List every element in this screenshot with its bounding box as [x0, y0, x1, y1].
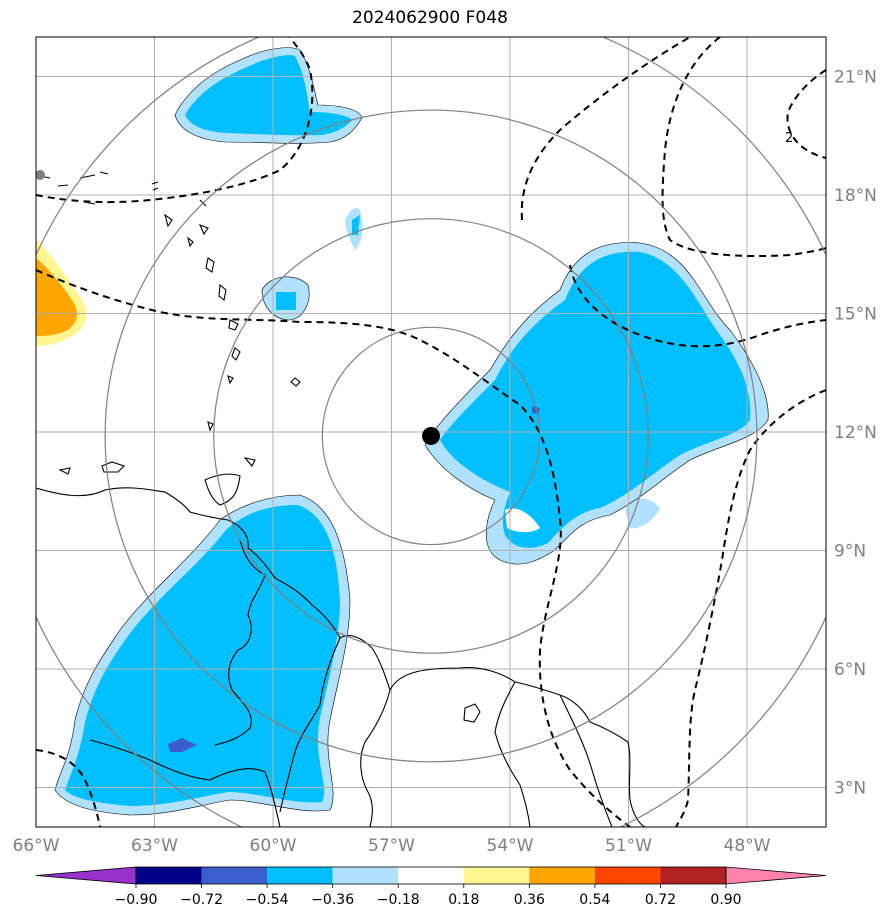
- colorbar-bin-9: [660, 867, 726, 884]
- coast-island-2: [231, 347, 241, 361]
- dashed-sw: [36, 749, 101, 827]
- coast-south-america: [36, 487, 646, 827]
- lat-tick-label-6: 3°N: [834, 779, 866, 799]
- dashed-east-a: [661, 37, 826, 258]
- coast-island-10: [58, 467, 71, 475]
- coast-island-7: [207, 421, 214, 432]
- colorbar-tick-label-3: −0.36: [311, 892, 354, 908]
- coast-border-a: [279, 637, 341, 813]
- range-ring-3: [104, 109, 758, 763]
- coast-island-8: [243, 457, 256, 467]
- coast-guyana-border: [214, 539, 266, 746]
- range-ring-2: [213, 218, 649, 654]
- lat-tick-labels: 21°N 18°N 15°N 12°N 9°N 6°N 3°N: [834, 68, 877, 799]
- colorbar-tick-label-9: 0.90: [710, 892, 741, 908]
- colorbar-extend-low: [35, 866, 137, 885]
- dashed-east-c: [675, 389, 826, 827]
- lon-tick-label-4: 54°W: [487, 836, 534, 856]
- colorbar-tick-label-0: −0.90: [115, 892, 158, 908]
- contour-label: 2: [785, 131, 793, 146]
- coast-border-d: [559, 694, 613, 827]
- colorbar-bin-7: [529, 867, 595, 884]
- colorbar-bin-3: [267, 867, 333, 884]
- coast-island-6: [227, 375, 234, 385]
- lon-tick-label-2: 60°W: [250, 836, 297, 856]
- colorbar-tick-label-4: −0.18: [377, 892, 420, 908]
- range-rings: [36, 37, 826, 827]
- colorbar-bin-1: [136, 867, 202, 884]
- shade-east-inner: [440, 251, 751, 548]
- lon-tick-label-6: 48°W: [724, 836, 771, 856]
- lat-tick-label-3: 12°N: [834, 423, 877, 443]
- shade-west-inner: [36, 258, 77, 336]
- anomaly-shading: [36, 47, 769, 815]
- colorbar-tick-label-2: −0.54: [246, 892, 289, 908]
- edge-marker: [36, 170, 45, 180]
- coast-island-4: [205, 257, 215, 273]
- colorbar-bin-4: [332, 867, 399, 884]
- colorbar-tick-label-6: 0.36: [514, 892, 545, 908]
- shade-spot-a-inner: [276, 292, 296, 310]
- coast-island-3: [218, 283, 227, 301]
- coast-island-13: [198, 224, 209, 236]
- range-ring-1: [321, 326, 541, 546]
- shade-spot-b-inner: [352, 215, 360, 235]
- coast-island-12: [164, 213, 173, 228]
- colorbar-bin-2: [201, 867, 268, 884]
- lat-tick-label-4: 9°N: [834, 542, 866, 562]
- lat-tick-label-2: 15°N: [834, 305, 877, 325]
- lon-tick-label-0: 66°W: [13, 836, 60, 856]
- colorbar-bin-8: [594, 867, 661, 884]
- lon-tick-labels: 66°W 63°W 60°W 57°W 54°W 51°W 48°W: [13, 836, 771, 856]
- coast-island-14: [187, 236, 194, 248]
- lon-tick-label-1: 63°W: [131, 836, 178, 856]
- lon-tick-label-5: 51°W: [605, 836, 652, 856]
- contour-sw: [54, 494, 351, 816]
- plot-frame: [35, 36, 827, 828]
- coast-island-9: [101, 461, 126, 473]
- colorbar: −0.90 −0.72 −0.54 −0.36 −0.18 0.18 0.36 0.54 0.7…: [35, 866, 827, 908]
- shade-sw-dark: [168, 738, 197, 752]
- shade-east-hole: [505, 508, 540, 533]
- colorbar-tick-label-7: 0.54: [579, 892, 610, 908]
- shade-sw-inner: [65, 505, 340, 806]
- dashed-ne-2: [786, 69, 826, 159]
- dashed-northeast: [520, 37, 691, 221]
- colorbar-tick-label-8: 0.72: [645, 892, 676, 908]
- storm-center-marker: [422, 426, 440, 445]
- dashed-north-1: [36, 37, 314, 204]
- dashed-mid: [36, 269, 631, 827]
- contour-north: [174, 47, 363, 144]
- lat-tick-label-0: 21°N: [834, 68, 877, 88]
- coast-border-b: [360, 689, 391, 827]
- coast-south-edge: [89, 739, 281, 827]
- shade-spot-c: [625, 498, 660, 529]
- coast-island-5: [228, 319, 239, 331]
- contour-east: [424, 242, 769, 565]
- colorbar-bin-6: [463, 867, 530, 884]
- colorbar-tick-label-1: −0.72: [180, 892, 223, 908]
- dashed-contours: [36, 37, 826, 827]
- coast-island-1: [290, 377, 301, 387]
- thin-contours: [54, 47, 769, 816]
- lat-tick-label-1: 18°N: [834, 186, 877, 206]
- colorbar-frame: [135, 866, 727, 885]
- lon-tick-label-3: 57°W: [368, 836, 415, 856]
- coast-trinidad: [204, 473, 241, 506]
- lat-tick-label-5: 6°N: [834, 660, 866, 680]
- plot-title: 2024062900 F048: [352, 8, 508, 28]
- colorbar-extend-high: [725, 866, 827, 885]
- shade-north-inner: [185, 55, 352, 136]
- coastlines: [36, 171, 646, 827]
- coast-border-c: [494, 681, 531, 827]
- colorbar-bin-5: [398, 867, 464, 884]
- colorbar-tick-label-5: 0.18: [448, 892, 479, 908]
- coast-island-11: [463, 703, 481, 723]
